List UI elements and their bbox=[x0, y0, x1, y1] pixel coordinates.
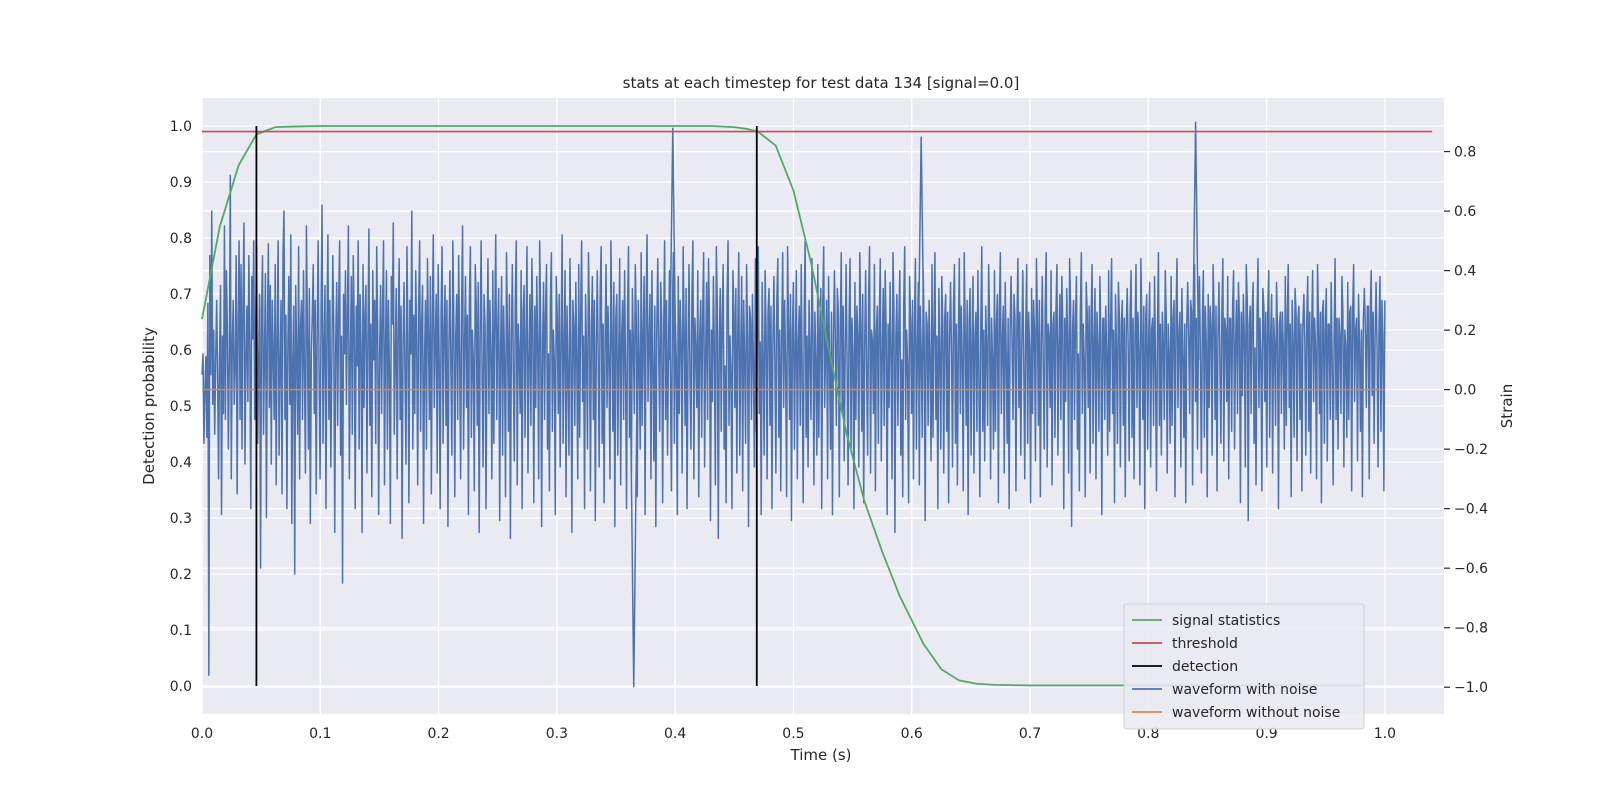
legend-entry: waveform with noise bbox=[1172, 682, 1317, 698]
noise-spike-mark bbox=[1191, 121, 1200, 360]
y2-tick-label: −0.6 bbox=[1454, 561, 1488, 577]
x-tick-label: 0.0 bbox=[191, 726, 213, 742]
x-tick-label: 0.7 bbox=[1019, 726, 1041, 742]
legend-entry: waveform without noise bbox=[1172, 705, 1340, 721]
axis-ticks: 0.0 0.1 0.2 0.3 0.4 0.5 0.6 0.7 0.8 0.9 1.0 0.0 0.1 0… bbox=[170, 119, 1488, 742]
y-tick-label: 0.3 bbox=[170, 511, 192, 527]
y2-tick-label: −0.2 bbox=[1454, 442, 1488, 458]
legend-box bbox=[1123, 603, 1365, 730]
y-tick-label: 0.6 bbox=[170, 343, 192, 359]
x-tick-label: 0.9 bbox=[1255, 726, 1277, 742]
y-tick-label: 0.9 bbox=[170, 175, 192, 191]
y2-tick-label: 0.6 bbox=[1454, 204, 1476, 220]
x-tick-label: 1.0 bbox=[1374, 726, 1396, 742]
chart-title: stats at each timestep for test data 134… bbox=[623, 74, 1020, 92]
legend-entry: threshold bbox=[1172, 636, 1238, 652]
y2-tick-label: −0.4 bbox=[1454, 502, 1488, 518]
y2-tick-label: 0.4 bbox=[1454, 264, 1476, 280]
y2-tick-label: −0.8 bbox=[1454, 621, 1488, 637]
y-tick-label: 0.7 bbox=[170, 287, 192, 303]
legend: signal statistics threshold detection wavef… bbox=[1123, 603, 1365, 730]
legend-entry: detection bbox=[1172, 659, 1238, 675]
noise-spike-mark bbox=[629, 419, 638, 688]
y-tick-label: 0.0 bbox=[170, 679, 192, 695]
series-layer bbox=[201, 121, 1433, 688]
legend-entry: signal statistics bbox=[1172, 613, 1280, 629]
y-tick-label: 0.8 bbox=[170, 231, 192, 247]
series-waveform-with-noise bbox=[201, 174, 1386, 677]
y-tick-label: 0.5 bbox=[170, 399, 192, 415]
y-axis-label: Detection probability bbox=[140, 327, 158, 485]
x-tick-label: 0.6 bbox=[901, 726, 923, 742]
x-axis-label: Time (s) bbox=[790, 746, 852, 764]
x-tick-label: 0.1 bbox=[309, 726, 331, 742]
series-signal-statistics bbox=[201, 125, 1362, 687]
x-tick-label: 0.5 bbox=[782, 726, 804, 742]
y2-tick-label: 0.8 bbox=[1454, 145, 1476, 161]
x-tick-label: 0.4 bbox=[664, 726, 686, 742]
x-tick-label: 0.2 bbox=[427, 726, 449, 742]
y2-tick-label: 0.0 bbox=[1454, 383, 1476, 399]
y2-tick-label: −1.0 bbox=[1454, 680, 1488, 696]
y-tick-label: 0.1 bbox=[170, 623, 192, 639]
y2-axis-label: Strain bbox=[1498, 384, 1516, 428]
y-tick-label: 1.0 bbox=[170, 119, 192, 135]
y2-tick-label: 0.2 bbox=[1454, 323, 1476, 339]
x-tick-label: 0.8 bbox=[1137, 726, 1159, 742]
noise-spike-mark bbox=[917, 136, 925, 360]
x-tick-label: 0.3 bbox=[546, 726, 568, 742]
y-tick-label: 0.2 bbox=[170, 567, 192, 583]
noise-spike-mark bbox=[669, 127, 677, 360]
y-tick-label: 0.4 bbox=[170, 455, 192, 471]
